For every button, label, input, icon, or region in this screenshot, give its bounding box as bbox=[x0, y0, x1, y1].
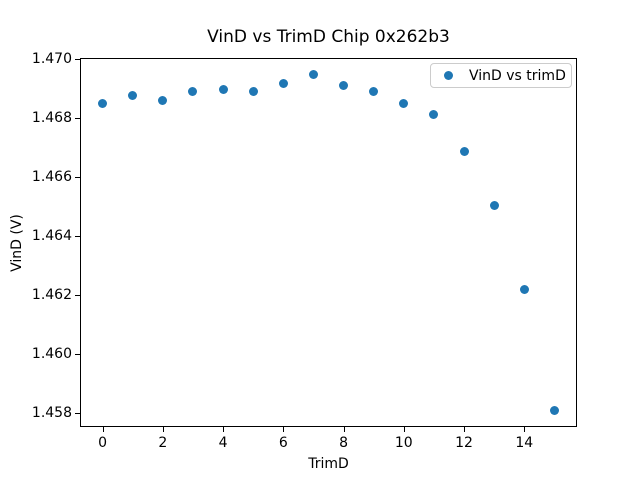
legend-label: VinD vs trimD bbox=[469, 67, 566, 84]
y-tick-mark bbox=[75, 58, 80, 60]
x-tick-label: 2 bbox=[158, 435, 168, 451]
y-tick-label: 1.468 bbox=[31, 109, 72, 126]
data-point bbox=[188, 86, 198, 96]
data-point bbox=[459, 147, 469, 157]
x-tick-label: 4 bbox=[218, 435, 228, 451]
y-tick-mark bbox=[75, 236, 80, 237]
y-tick-label: 1.458 bbox=[31, 405, 72, 422]
x-tick-mark bbox=[464, 427, 466, 432]
x-tick-label: 12 bbox=[455, 435, 473, 451]
data-point bbox=[489, 201, 499, 211]
y-tick-label: 1.460 bbox=[31, 346, 72, 363]
y-axis-label: VinD (V) bbox=[9, 214, 25, 272]
data-point bbox=[128, 91, 138, 101]
data-point bbox=[429, 109, 439, 119]
chart-title: VinD vs TrimD Chip 0x262b3 bbox=[207, 27, 450, 47]
x-tick-label: 0 bbox=[98, 435, 108, 451]
data-point bbox=[248, 87, 258, 97]
data-point bbox=[98, 98, 108, 108]
data-point bbox=[218, 84, 228, 94]
x-tick-label: 14 bbox=[515, 435, 534, 451]
data-point bbox=[278, 78, 288, 88]
x-tick-label: 6 bbox=[278, 435, 288, 451]
y-tick-mark bbox=[75, 117, 80, 119]
y-tick-mark bbox=[75, 354, 80, 356]
x-tick-label: 8 bbox=[339, 435, 348, 451]
data-point bbox=[369, 86, 379, 96]
x-tick-mark bbox=[283, 427, 285, 432]
y-tick-label: 1.462 bbox=[31, 287, 72, 304]
plot-area bbox=[80, 58, 577, 427]
x-tick-mark bbox=[343, 427, 345, 432]
x-tick-mark bbox=[403, 427, 405, 432]
y-tick-label: 1.466 bbox=[31, 168, 72, 185]
y-tick-mark bbox=[75, 176, 80, 178]
y-tick-mark bbox=[75, 295, 80, 297]
y-tick-mark bbox=[75, 413, 80, 415]
x-tick-mark bbox=[524, 427, 526, 432]
x-tick-label: 10 bbox=[394, 435, 413, 451]
data-point bbox=[339, 80, 349, 90]
y-tick-label: 1.464 bbox=[31, 228, 72, 244]
data-point bbox=[399, 98, 409, 108]
legend-marker-dot-icon bbox=[444, 71, 453, 80]
x-tick-mark bbox=[102, 427, 104, 432]
x-tick-mark bbox=[162, 427, 164, 432]
y-tick-label: 1.470 bbox=[31, 50, 72, 67]
data-point bbox=[519, 284, 529, 294]
data-point bbox=[158, 96, 168, 106]
data-point bbox=[549, 405, 559, 415]
x-tick-mark bbox=[223, 427, 225, 432]
x-axis-label: TrimD bbox=[308, 456, 349, 472]
data-point bbox=[308, 70, 318, 80]
legend: VinD vs trimD bbox=[430, 63, 572, 88]
